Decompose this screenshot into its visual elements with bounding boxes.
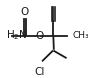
Text: O: O bbox=[21, 7, 29, 17]
Text: CH₃: CH₃ bbox=[72, 31, 89, 40]
Text: H$_2$N: H$_2$N bbox=[6, 29, 28, 42]
Text: O: O bbox=[35, 30, 43, 41]
Text: Cl: Cl bbox=[34, 67, 44, 77]
